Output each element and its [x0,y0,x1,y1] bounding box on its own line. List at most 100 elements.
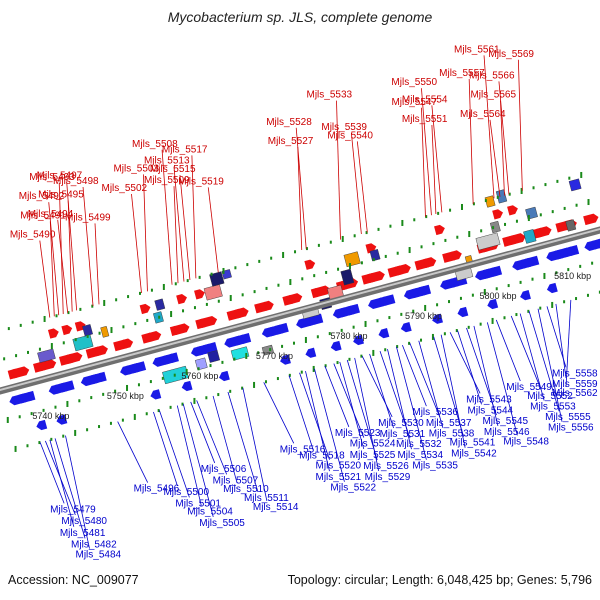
gene-shape [583,213,599,226]
label-leader [473,325,499,427]
forward-gene-arrow [12,366,30,379]
tick-mark [316,335,319,339]
label-leader [402,345,427,407]
gene-shape [380,294,396,306]
tick-mark [408,341,411,345]
gene-shape [451,250,462,261]
tick-mark [62,341,65,345]
tick-mark [193,306,196,310]
gene-shape [520,290,531,301]
gene-label-reverse: Mjls_5484 [75,550,121,561]
tick-mark [253,381,256,388]
gene-label-reverse: Mjls_5555 [545,412,591,423]
label-leader [305,371,330,472]
gene-label-reverse: Mjls_5541 [450,438,496,449]
feature-block [207,350,221,363]
gene-shape [314,285,331,298]
label-leader [82,186,94,307]
tick-mark [133,413,136,420]
gene-shape [235,307,249,319]
tick-mark [149,380,152,384]
gene-label-forward: Mjls_5499 [65,212,111,223]
tick-mark [186,279,189,283]
tick-mark [91,304,94,308]
gene-shape [173,323,190,335]
tick-mark [74,338,77,342]
feature-block [343,251,361,268]
tick-mark [257,351,260,355]
tick-mark [78,399,81,403]
reverse-gene-arrow [400,322,412,333]
gene-label-forward: Mjls_5566 [469,70,515,81]
tick-mark [300,370,303,374]
feature-block [194,357,208,371]
label-leader [565,299,572,387]
tick-mark [539,306,542,310]
tick-mark [127,295,130,299]
label-leader [537,308,563,422]
reverse-gene-arrow [593,236,600,249]
tick-mark [472,202,475,206]
label-leader [57,219,69,313]
gene-label-reverse: Mjls_5542 [451,449,497,460]
label-leader [409,342,441,418]
reverse-gene-arrow [150,389,162,400]
label-leader [207,187,219,273]
tick-mark [19,323,22,327]
tick-mark [181,402,184,406]
gene-shape [139,303,151,315]
tick-mark [515,219,518,223]
tick-mark [389,224,392,228]
tick-mark [468,231,471,238]
gene-label-reverse: Mjls_5516 [280,444,326,455]
reverse-gene-arrow [330,340,342,352]
tick-mark [110,327,113,334]
tick-mark [401,219,404,226]
tick-mark [288,373,291,377]
gene-shape [272,322,289,335]
label-leader [49,439,75,527]
gene-shape [176,294,187,305]
tick-mark [364,320,367,327]
gene-shape [423,257,437,268]
gene-label-reverse: Mjls_5532 [396,439,442,450]
label-leader [519,313,545,401]
tick-mark [294,250,297,254]
tick-mark [532,186,535,190]
label-leader [440,334,466,448]
gene-label-forward: Mjls_5557 [439,68,485,79]
tick-mark [496,195,499,199]
tick-mark [479,322,482,326]
scale-label: 5740 kbp [32,411,69,421]
reverse-gene-arrow [520,290,531,301]
annotation-block [340,268,355,286]
annotation-block [72,334,94,352]
label-leader [191,155,197,279]
label-leader [431,124,437,214]
gene-label-forward: Mjls_5494 [28,209,74,220]
tick-mark [527,309,530,313]
label-leader [190,401,216,464]
tick-mark [328,332,331,336]
reverse-gene-arrow [238,333,252,344]
gene-label-forward: Mjls_5561 [454,44,500,55]
tick-mark [270,256,273,260]
forward-gene-arrow [94,345,108,357]
tick-mark [269,348,272,352]
tick-mark [471,293,474,297]
gene-label-reverse: Mjls_5552 [527,391,573,402]
scale-label: 5750 kbp [107,391,144,401]
label-leader [196,400,228,475]
gene-label-reverse: Mjls_5526 [363,461,409,472]
gene-label-reverse: Mjls_5511 [244,493,289,504]
tick-mark [18,415,21,419]
tick-mark [420,338,423,342]
tick-mark [507,284,510,288]
gene-label-forward: Mjls_5550 [391,77,437,88]
gene-shape [593,236,600,249]
tick-mark [436,303,439,307]
label-leader [431,105,443,213]
tick-mark [265,286,268,290]
gene-label-reverse: Mjls_5507 [213,475,259,486]
label-leader [179,174,191,281]
